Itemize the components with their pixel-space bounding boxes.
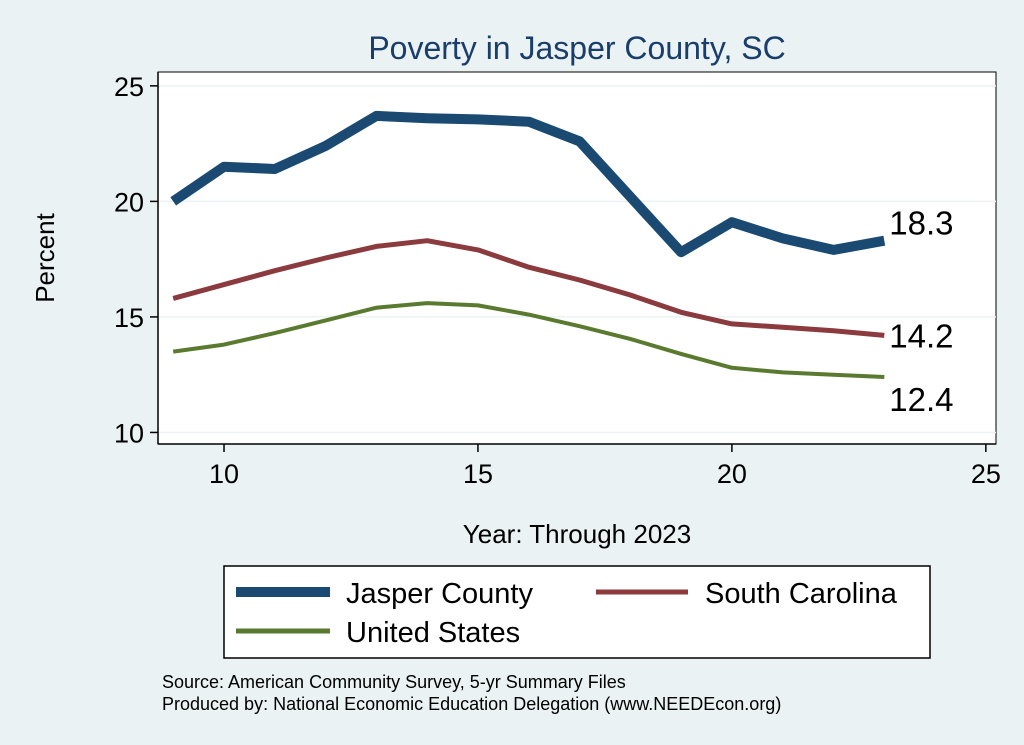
source-note: Source: American Community Survey, 5-yr … bbox=[162, 672, 626, 692]
x-tick-label-25: 25 bbox=[971, 459, 1001, 489]
y-tick-label-10: 10 bbox=[114, 418, 144, 448]
y-tick-label-15: 15 bbox=[114, 303, 144, 333]
x-tick-label-15: 15 bbox=[463, 459, 493, 489]
legend-box bbox=[223, 565, 931, 659]
x-tick-label-10: 10 bbox=[209, 459, 239, 489]
end-label-united-states: 12.4 bbox=[889, 381, 953, 418]
x-axis-title: Year: Through 2023 bbox=[463, 519, 691, 549]
chart-title: Poverty in Jasper County, SC bbox=[368, 30, 785, 66]
axis-ticks: 10 15 20 25 10 15 20 25 bbox=[114, 72, 1001, 489]
plot-area bbox=[157, 71, 997, 445]
series-lines bbox=[170, 110, 886, 379]
legend: Jasper County South Carolina United Stat… bbox=[223, 565, 931, 659]
series-line-united-states bbox=[172, 301, 885, 379]
gridlines bbox=[158, 85, 996, 434]
legend-label-jasper-county: Jasper County bbox=[346, 578, 533, 610]
end-label-jasper-county: 18.3 bbox=[889, 205, 953, 242]
producer-note: Produced by: National Economic Education… bbox=[162, 694, 781, 714]
end-label-south-carolina: 14.2 bbox=[889, 317, 953, 354]
legend-label-united-states: United States bbox=[346, 617, 520, 649]
series-line-south-carolina bbox=[172, 238, 885, 338]
y-tick-label-25: 25 bbox=[114, 72, 144, 102]
legend-label-south-carolina: South Carolina bbox=[705, 578, 898, 610]
series-line-jasper-county bbox=[170, 110, 886, 258]
y-axis-title: Percent bbox=[30, 212, 60, 302]
end-labels: 18.3 14.2 12.4 bbox=[889, 205, 953, 418]
x-tick-label-20: 20 bbox=[717, 459, 747, 489]
y-tick-label-20: 20 bbox=[114, 187, 144, 217]
